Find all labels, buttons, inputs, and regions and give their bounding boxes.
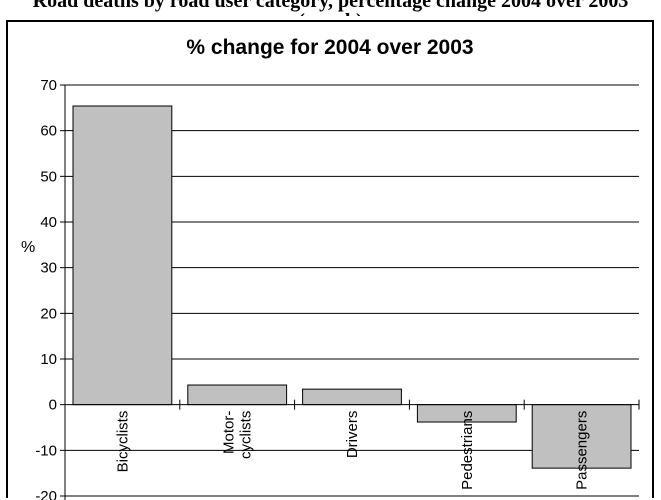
y-tick-label: -10 [35,442,57,459]
category-label-line: Drivers [344,411,361,459]
chart-frame: % change for 2004 over 2003 % -20 -10 0 10 2… [6,20,654,500]
y-tick-label: 10 [40,351,57,368]
page-caption: Road deaths by road user category, perce… [0,0,661,16]
y-tick-label: 30 [40,260,57,277]
y-tick-label: 60 [40,123,57,140]
category-label-line: Pedestrians [459,411,476,490]
y-tick-label: 50 [40,168,57,185]
category-label: Passengers [574,411,591,490]
axes: -20 -10 0 10 20 30 40 50 60 70 [35,77,640,500]
category-label: Drivers [344,411,361,459]
bars [72,105,632,469]
bar [187,384,288,406]
category-label-line: Passengers [574,411,591,490]
y-tick-label: 0 [49,397,57,414]
y-tick-label: -20 [35,488,57,500]
chart-title: % change for 2004 over 2003 [186,36,473,59]
bar [302,388,402,406]
bar-chart: % change for 2004 over 2003 % -20 -10 0 10 2… [21,36,640,500]
page-caption-text: Road deaths by road user category, perce… [32,0,629,16]
category-label: Bicyclists [114,411,131,473]
category-label-line: Motor- [221,411,238,454]
category-label: Motor-cyclists [221,411,255,459]
bar [72,105,173,406]
category-label-line: Bicyclists [114,411,131,473]
y-axis-label: % [21,239,35,256]
category-label: Pedestrians [459,411,476,490]
y-tick-label: 40 [40,214,57,231]
category-label-line: cyclists [238,411,255,459]
category-labels: Bicyclists Motor-cyclists Drivers Pedestria… [114,411,590,490]
y-tick-label: 70 [40,77,57,94]
y-tick-label: 20 [40,305,57,322]
